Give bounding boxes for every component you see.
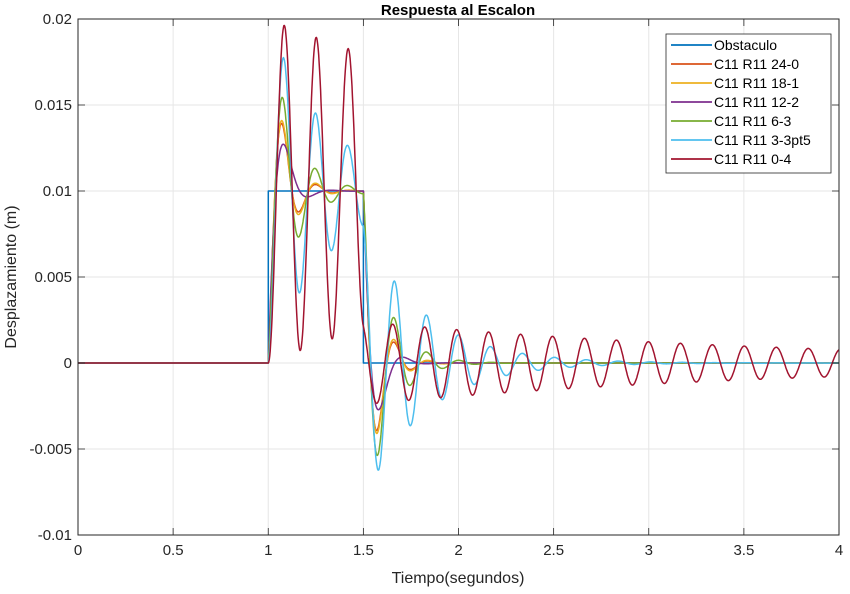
legend-label: C11 R11 18-1 (714, 75, 799, 91)
legend-label: C11 R11 0-4 (714, 151, 792, 167)
legend-item[interactable]: C11 R11 6-3 (671, 113, 792, 129)
legend-label: C11 R11 24-0 (714, 56, 799, 72)
x-tick-label: 1.5 (353, 542, 374, 559)
y-axis-label: Desplazamiento (m) (3, 205, 20, 348)
x-tick-label: 4 (835, 542, 843, 559)
series-line-c11-r11-0-4 (77, 24, 840, 405)
y-tick-label: -0.005 (29, 441, 72, 458)
legend-label: C11 R11 6-3 (714, 113, 792, 129)
x-tick-label: 0 (74, 542, 82, 559)
legend-item[interactable]: C11 R11 0-4 (671, 151, 792, 167)
legend-label: C11 R11 3-3pt5 (714, 132, 811, 148)
y-tick-label: -0.01 (38, 527, 72, 544)
x-tick-label: 1 (264, 542, 272, 559)
chart-title: Respuesta al Escalon (381, 2, 535, 19)
y-tick-label: 0.005 (34, 269, 72, 286)
x-tick-label: 2.5 (543, 542, 564, 559)
y-tick-label: 0.01 (43, 183, 72, 200)
legend-item[interactable]: C11 R11 18-1 (671, 75, 799, 91)
x-tick-label: 0.5 (163, 542, 184, 559)
legend-item[interactable]: Obstaculo (671, 37, 777, 53)
x-tick-labels: 0 0.5 1 1.5 2 2.5 3 3.5 4 (74, 542, 843, 559)
legend-label: C11 R11 12-2 (714, 94, 799, 110)
grid-lines (78, 19, 839, 535)
y-tick-label: 0 (64, 355, 72, 372)
x-axis-label: Tiempo(segundos) (392, 570, 525, 587)
legend-item[interactable]: C11 R11 24-0 (671, 56, 799, 72)
data-series (77, 24, 840, 471)
y-tick-label: 0.015 (34, 97, 72, 114)
legend-box (665, 33, 832, 174)
x-tick-label: 3.5 (733, 542, 754, 559)
y-tick-labels: -0.01 -0.005 0 0.005 0.01 0.015 0.02 (29, 11, 72, 544)
legend-item[interactable]: C11 R11 3-3pt5 (671, 132, 811, 148)
x-tick-label: 3 (645, 542, 653, 559)
tick-marks (77, 18, 840, 536)
y-tick-label: 0.02 (43, 11, 72, 28)
x-tick-label: 2 (454, 542, 462, 559)
legend[interactable]: Obstaculo C11 R11 24-0 C11 R11 18-1 C11 R11… (665, 33, 832, 174)
legend-label: Obstaculo (714, 37, 777, 53)
legend-item[interactable]: C11 R11 12-2 (671, 94, 799, 110)
